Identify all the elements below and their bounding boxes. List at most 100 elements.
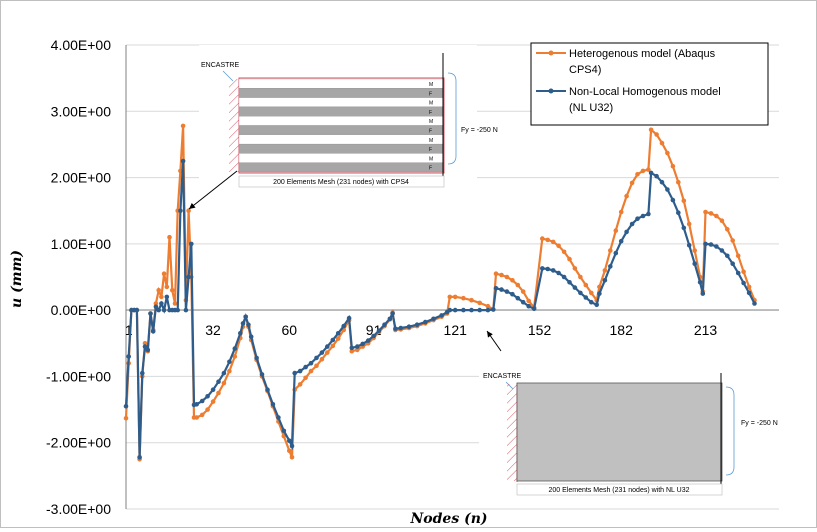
data-point — [648, 170, 654, 176]
y-tick-label: -1.00E+00 — [46, 368, 111, 384]
data-point — [221, 380, 227, 386]
data-point — [319, 350, 325, 355]
data-point — [618, 238, 624, 244]
inset-bottom-force: Fy = -250 N — [741, 420, 778, 427]
inset-top-encastre: ENCASTRE — [201, 62, 239, 69]
data-point — [172, 301, 178, 306]
data-point — [640, 168, 646, 174]
inset-layer-label: F — [429, 129, 432, 135]
data-point — [126, 354, 131, 359]
legend-label-heterogenous-1: Heterogenous model (Abaqus — [569, 48, 716, 60]
data-point — [515, 282, 521, 288]
y-axis-title: u (mm) — [9, 250, 25, 308]
data-point — [499, 272, 504, 278]
data-point — [635, 216, 640, 221]
data-point — [681, 225, 687, 231]
data-point — [493, 271, 499, 277]
inset-fiber-layer — [238, 106, 444, 117]
data-point — [730, 238, 735, 243]
data-point — [545, 266, 550, 272]
data-point — [648, 127, 654, 133]
data-point — [314, 363, 319, 369]
data-point — [714, 244, 719, 249]
data-point — [504, 289, 510, 294]
inset-layer-label: M — [429, 138, 433, 144]
data-point — [752, 301, 757, 306]
data-point — [145, 347, 151, 353]
data-point — [556, 243, 561, 249]
data-point — [159, 301, 164, 306]
data-point — [719, 248, 725, 253]
inset-layer-label: M — [429, 156, 433, 162]
data-point — [589, 290, 594, 296]
data-point — [240, 321, 246, 326]
data-point — [153, 304, 159, 310]
data-point — [156, 307, 161, 313]
data-point — [341, 323, 347, 329]
inset-layer-label: M — [429, 82, 433, 88]
data-point — [210, 399, 216, 404]
data-point — [493, 286, 499, 291]
data-point — [692, 261, 697, 267]
data-point — [148, 311, 153, 316]
data-point — [183, 307, 189, 313]
data-point — [491, 307, 496, 312]
inset-layer-label: F — [429, 166, 432, 172]
data-point — [561, 249, 567, 255]
data-point — [499, 287, 504, 292]
data-point — [227, 368, 232, 374]
data-point — [469, 297, 474, 303]
data-point — [741, 269, 746, 275]
inset-matrix-layer — [238, 116, 444, 126]
data-point — [365, 338, 371, 343]
data-point — [477, 307, 483, 313]
y-tick-label: -2.00E+00 — [46, 435, 111, 451]
data-point — [700, 291, 706, 296]
inset-bottom: ENCASTRE Fy = -250 N 200 Elements Mesh (… — [479, 361, 804, 499]
data-point — [613, 228, 619, 233]
data-point — [714, 213, 719, 219]
data-point — [526, 298, 531, 304]
data-point — [349, 348, 355, 354]
data-point — [297, 368, 303, 374]
data-point — [452, 294, 458, 300]
data-point — [194, 415, 199, 420]
data-point — [703, 241, 708, 247]
data-point — [461, 307, 466, 313]
data-point — [561, 274, 567, 280]
legend-label-nonlocal-1: Non-Local Homogenous model — [569, 86, 721, 98]
data-point — [289, 455, 295, 460]
data-point — [186, 274, 191, 280]
data-point — [730, 261, 735, 267]
legend-label-heterogenous-2: CPS4) — [569, 64, 601, 76]
data-point — [153, 301, 159, 306]
data-point — [287, 438, 292, 444]
x-tick-label: 152 — [528, 322, 552, 338]
data-point — [330, 337, 336, 343]
data-point — [387, 316, 393, 322]
data-point — [735, 253, 741, 259]
inset-bottom-caption: 200 Elements Mesh (231 nodes) with NL U3… — [549, 487, 690, 494]
data-point — [308, 360, 314, 366]
inset-matrix-layer — [238, 97, 444, 108]
inset-top-force: Fy = -250 N — [461, 127, 498, 134]
x-tick-label: 1 — [125, 322, 133, 338]
data-point — [572, 285, 578, 290]
data-point — [156, 288, 161, 293]
callout-arrow-top — [188, 170, 238, 210]
data-point — [170, 288, 175, 293]
data-point — [221, 370, 227, 376]
data-point — [238, 331, 243, 336]
data-point — [232, 346, 238, 351]
data-point — [485, 307, 491, 313]
data-point — [746, 290, 752, 296]
data-point — [510, 291, 515, 297]
data-point — [654, 173, 659, 179]
data-point — [164, 284, 170, 290]
inset-top-caption: 200 Elements Mesh (231 nodes) with CPS4 — [273, 179, 409, 186]
data-point — [216, 390, 221, 396]
data-point — [659, 140, 665, 146]
data-point — [164, 294, 170, 300]
data-point — [452, 307, 458, 313]
data-point — [134, 307, 140, 313]
